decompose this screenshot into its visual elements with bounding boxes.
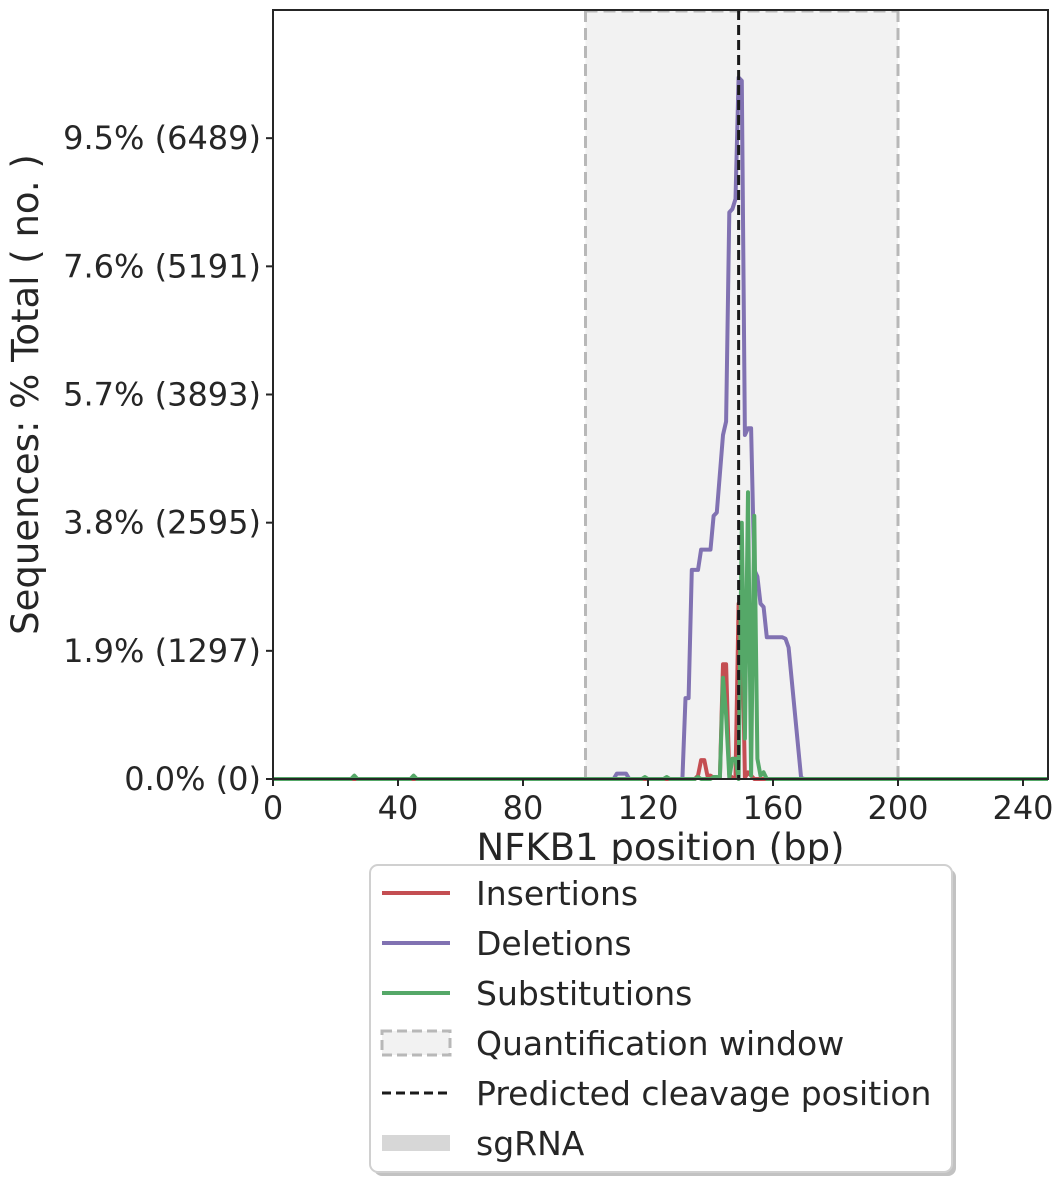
legend-item: Insertions — [382, 874, 638, 913]
legend-item: Predicted cleavage position — [382, 1074, 931, 1113]
legend-label: Quantification window — [476, 1024, 844, 1063]
ticks: 0 40 80 120 160 200 240 0.0% (0) 1.9% (1297) 3.8%… — [63, 119, 1053, 827]
series-line-insertions — [273, 601, 1048, 781]
legend-item: Substitutions — [382, 974, 692, 1013]
y-tick-label: 7.6% (5191) — [63, 247, 261, 285]
x-tick-label: 120 — [617, 789, 678, 827]
legend-item: sgRNA — [382, 1124, 585, 1163]
legend-label: Deletions — [476, 924, 632, 963]
y-tick-label: 3.8% (2595) — [63, 504, 261, 542]
legend-label: sgRNA — [476, 1124, 585, 1163]
y-tick-label: 9.5% (6489) — [63, 119, 261, 157]
x-axis-label: NFKB1 position (bp) — [476, 826, 844, 869]
legend-box — [369, 864, 953, 1173]
x-tick-label: 160 — [742, 789, 803, 827]
series-line-deletions — [273, 75, 1048, 781]
legend-handle-sgrna — [382, 1135, 450, 1151]
legend-item: Deletions — [382, 924, 632, 963]
legend-label: Insertions — [476, 874, 638, 913]
x-tick-label: 80 — [503, 789, 544, 827]
x-tick-label: 240 — [992, 789, 1053, 827]
legend-label: Predicted cleavage position — [476, 1074, 931, 1113]
y-tick-label: 0.0% (0) — [124, 760, 261, 798]
legend: Insertions Deletions Substitutions Quantifi… — [369, 864, 956, 1176]
x-tick-label: 0 — [263, 789, 283, 827]
x-tick-label: 40 — [378, 789, 419, 827]
legend-label: Substitutions — [476, 974, 692, 1013]
x-tick-label: 200 — [867, 789, 928, 827]
legend-handle-quantification-window — [380, 1029, 452, 1057]
y-axis-label: Sequences: % Total ( no. ) — [4, 154, 47, 635]
y-tick-label: 1.9% (1297) — [63, 632, 261, 670]
y-tick-label: 5.7% (3893) — [63, 376, 261, 414]
legend-item: Quantification window — [380, 1024, 844, 1063]
